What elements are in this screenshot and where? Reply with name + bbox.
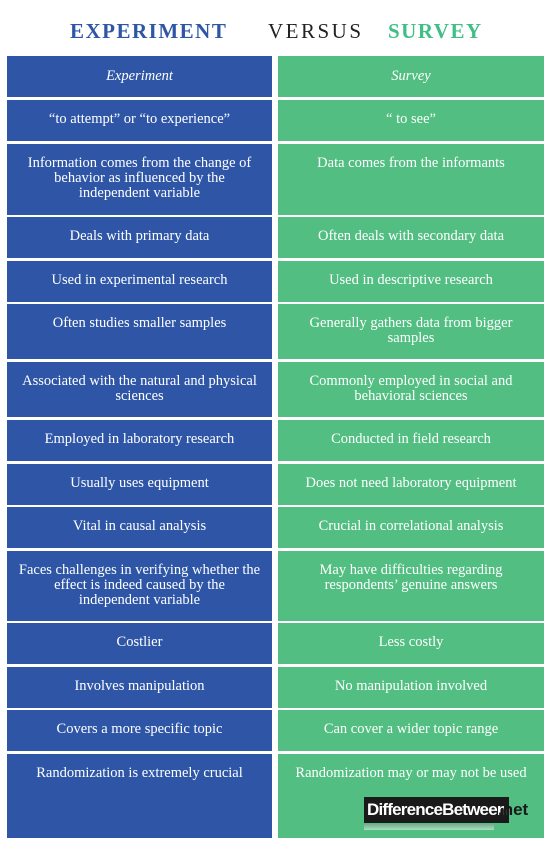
comparison-header: EXPERIMENT VERSUS SURVEY (0, 0, 550, 55)
table-cell-survey: Less costly (278, 623, 544, 664)
table-cell-experiment: Usually uses equipment (7, 464, 272, 505)
table-cell-survey: Used in descriptive research (278, 261, 544, 302)
table-cell-survey: Generally gathers data from bigger sampl… (278, 304, 544, 359)
column-header-experiment: Experiment (7, 56, 272, 97)
table-cell-experiment: Associated with the natural and physical… (7, 362, 272, 417)
table-cell-survey: May have difficulties regarding responde… (278, 551, 544, 621)
table-cell-experiment: Involves manipulation (7, 667, 272, 708)
logo-suffix: .net (498, 800, 529, 819)
column-header-survey: Survey (278, 56, 544, 97)
table-cell-experiment: Deals with primary data (7, 217, 272, 258)
header-versus-text: VERSUS (268, 19, 364, 43)
table-cell-survey: Often deals with secondary data (278, 217, 544, 258)
table-cell-survey: “ to see” (278, 100, 544, 141)
table-cell-experiment: Vital in causal analysis (7, 507, 272, 548)
header-survey-title: SURVEY (388, 19, 483, 43)
table-cell-experiment: Randomization is extremely crucial (7, 754, 272, 838)
table-cell-experiment: Employed in laboratory research (7, 420, 272, 461)
differencebetween-logo: DifferenceBetween .net (364, 797, 528, 830)
table-cell-experiment: Information comes from the change of beh… (7, 144, 272, 215)
table-cell-survey: Data comes from the informants (278, 144, 544, 215)
table-cell-survey: Does not need laboratory equipment (278, 464, 544, 505)
header-experiment-title: EXPERIMENT (70, 19, 228, 43)
table-cell-survey: Conducted in field research (278, 420, 544, 461)
table-cell-experiment: Covers a more specific topic (7, 710, 272, 751)
table-cell-experiment: Costlier (7, 623, 272, 664)
table-cell-experiment: “to attempt” or “to experience” (7, 100, 272, 141)
table-cell-experiment: Often studies smaller samples (7, 304, 272, 359)
table-cell-survey: Commonly employed in social and behavior… (278, 362, 544, 417)
logo-text: DifferenceBetween (364, 797, 510, 823)
table-cell-experiment: Faces challenges in verifying whether th… (7, 551, 272, 621)
table-cell-survey: Can cover a wider topic range (278, 710, 544, 751)
table-cell-experiment: Used in experimental research (7, 261, 272, 302)
table-cell-survey: No manipulation involved (278, 667, 544, 708)
table-cell-survey: Crucial in correlational analysis (278, 507, 544, 548)
logo-reflection (364, 824, 494, 830)
